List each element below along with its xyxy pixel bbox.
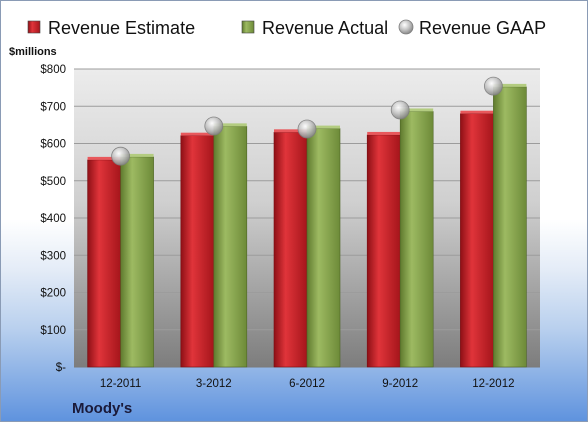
bar-revenue-estimate xyxy=(273,132,308,368)
y-tick-label: $300 xyxy=(40,250,66,262)
legend-label: Revenue GAAP xyxy=(419,18,546,38)
point-revenue-gaap xyxy=(390,100,410,120)
bar-revenue-estimate xyxy=(460,113,494,368)
bar-revenue-actual-cap xyxy=(120,153,154,157)
legend-swatch xyxy=(398,19,414,35)
bar-revenue-actual xyxy=(120,156,154,368)
bar-revenue-estimate xyxy=(87,159,121,368)
bar-revenue-actual xyxy=(306,128,341,368)
bar-revenue-estimate-cap xyxy=(87,156,121,160)
bar-revenue-estimate-cap xyxy=(180,132,214,136)
legend-swatch xyxy=(241,20,255,34)
bar-revenue-actual-cap xyxy=(493,83,527,87)
y-tick-label: $800 xyxy=(40,64,66,76)
point-revenue-gaap xyxy=(204,116,224,136)
bar-revenue-actual-cap xyxy=(307,125,340,129)
y-tick-label: $700 xyxy=(40,101,66,113)
bar-revenue-actual-cap xyxy=(400,108,434,112)
point-revenue-gaap xyxy=(111,146,130,166)
y-tick-label: $- xyxy=(56,362,66,374)
bar-revenue-actual xyxy=(213,126,248,368)
x-tick-label: 3-2012 xyxy=(196,378,232,390)
point-revenue-gaap xyxy=(483,76,503,96)
y-tick-label: $100 xyxy=(40,325,66,337)
chart-legend: Revenue Estimate Revenue Actual Revenue GA… xyxy=(27,18,546,38)
legend-swatch xyxy=(27,20,41,34)
x-tick-label: 12-2011 xyxy=(100,378,141,390)
x-tick-label: 12-2012 xyxy=(472,378,514,390)
company-label: Moody's xyxy=(72,400,132,417)
y-tick-label: $400 xyxy=(40,213,66,225)
y-tick-label: $200 xyxy=(40,288,66,300)
y-axis-ticks: $- $100 $200 $300 $400 $500 $600 $700 $800 xyxy=(40,64,66,374)
bar-revenue-actual xyxy=(493,86,527,368)
bar-revenue-estimate-cap xyxy=(367,131,401,135)
x-axis-ticks: 12-2011 3-2012 6-2012 9-2012 12-2012 xyxy=(100,378,515,390)
x-tick-label: 6-2012 xyxy=(289,378,325,390)
bar-revenue-estimate xyxy=(180,135,215,368)
bar-revenue-actual xyxy=(399,111,434,368)
legend-label: Revenue Actual xyxy=(262,18,388,38)
y-tick-label: $600 xyxy=(40,139,66,151)
bar-revenue-estimate-cap xyxy=(274,129,307,133)
y-axis-unit-label: $millions xyxy=(9,46,57,58)
bar-revenue-estimate-cap xyxy=(460,110,494,114)
y-tick-label: $500 xyxy=(40,176,66,188)
x-tick-label: 9-2012 xyxy=(382,378,418,390)
bar-revenue-estimate xyxy=(366,134,401,368)
bar-revenue-actual-cap xyxy=(213,123,247,127)
bars xyxy=(87,83,527,368)
gaap-points xyxy=(111,76,503,166)
legend-label: Revenue Estimate xyxy=(48,18,195,38)
point-revenue-gaap xyxy=(297,119,317,139)
